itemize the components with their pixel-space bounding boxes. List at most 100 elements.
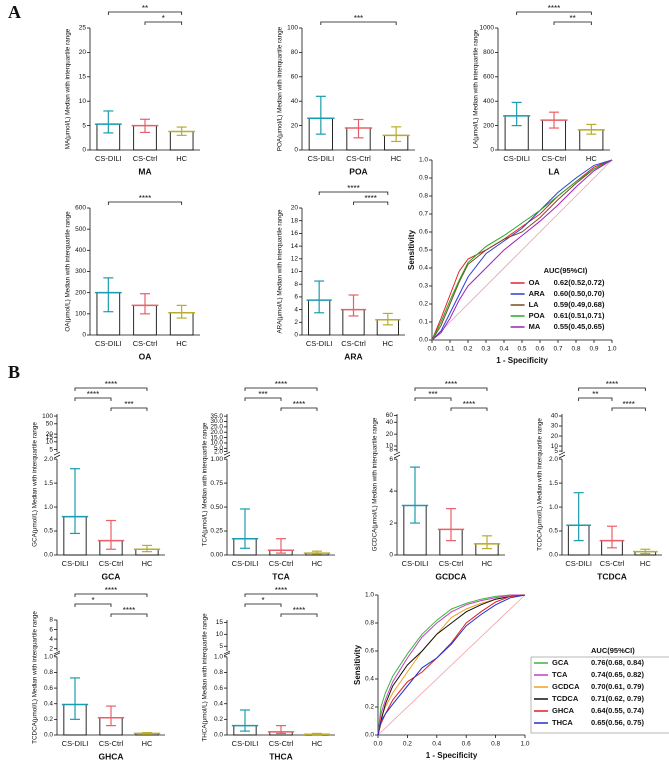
y-tick-label: 600 bbox=[483, 74, 494, 81]
x-tick-label: CS-Ctrl bbox=[439, 559, 464, 568]
significance-label: **** bbox=[275, 586, 287, 595]
significance-bracket bbox=[74, 397, 112, 401]
reference-line bbox=[377, 594, 526, 736]
y-tick-label: 0.0 bbox=[549, 552, 558, 559]
y-tick-label: 0 bbox=[82, 147, 86, 154]
y-axis-title: TCA(μmol/L) Median with interquartile ra… bbox=[202, 422, 209, 546]
x-axis-title: THCA bbox=[269, 751, 293, 761]
y-tick-label: 0.4 bbox=[419, 265, 428, 272]
legend-label: TCA bbox=[552, 670, 568, 679]
y-axis-title: THCA(μmol/L) Median with interquartile r… bbox=[202, 613, 209, 742]
y-tick-label: 4 bbox=[389, 488, 393, 495]
significance-label: **** bbox=[105, 380, 117, 389]
x-tick-label: 0.4 bbox=[499, 346, 508, 353]
significance-bracket bbox=[107, 201, 183, 205]
significance-label: * bbox=[261, 596, 264, 605]
y-tick-label: 10 bbox=[79, 98, 87, 105]
legend-title: AUC(95%CI) bbox=[591, 646, 635, 655]
x-tick-label: 0.4 bbox=[432, 741, 441, 748]
legend-label: LA bbox=[529, 300, 540, 309]
y-tick-label: 4 bbox=[294, 306, 298, 313]
y-tick-label: 6 bbox=[389, 456, 393, 463]
x-tick-label: CS-DILI bbox=[62, 739, 89, 748]
y-tick-label: 5.0 bbox=[214, 445, 223, 452]
y-tick-label: 0.8 bbox=[365, 620, 374, 627]
significance-bracket bbox=[110, 613, 148, 617]
significance-label: * bbox=[91, 596, 94, 605]
y-tick-label: 1.00 bbox=[210, 456, 223, 463]
significance-bracket bbox=[74, 603, 112, 607]
y-tick-label: 100 bbox=[75, 311, 86, 318]
legend-label: THCA bbox=[552, 718, 573, 727]
significance-label: ** bbox=[570, 14, 576, 23]
x-tick-label: 0.5 bbox=[517, 346, 526, 353]
y-tick-label: 20 bbox=[386, 431, 394, 438]
y-tick-label: 0 bbox=[82, 332, 86, 339]
y-tick-label: 0.2 bbox=[419, 301, 428, 308]
y-tick-label: 0.6 bbox=[419, 229, 428, 236]
x-tick-label: CS-Ctrl bbox=[542, 154, 567, 163]
x-axis-title: MA bbox=[138, 166, 151, 176]
x-tick-label: CS-Ctrl bbox=[133, 339, 158, 348]
x-tick-label: CS-Ctrl bbox=[600, 559, 625, 568]
significance-label: * bbox=[162, 14, 165, 23]
y-tick-label: 2.0 bbox=[214, 448, 223, 455]
y-tick-label: 100 bbox=[287, 25, 298, 32]
y-tick-label: 80 bbox=[291, 49, 299, 56]
legend-auc: 0.59(0.49,0.68) bbox=[554, 300, 605, 309]
y-tick-label: 0.4 bbox=[44, 700, 53, 707]
x-tick-label: HC bbox=[312, 559, 323, 568]
y-tick-label: 300 bbox=[75, 268, 86, 275]
x-axis-title: GCDCA bbox=[435, 571, 466, 581]
panel-label: A bbox=[8, 2, 21, 22]
y-tick-label: 25.0 bbox=[210, 424, 223, 431]
y-tick-label: 100 bbox=[42, 413, 53, 420]
y-tick-label: 50 bbox=[46, 421, 54, 428]
y-tick-label: 0.2 bbox=[44, 716, 53, 723]
x-tick-label: HC bbox=[640, 559, 651, 568]
x-tick-label: 0.1 bbox=[445, 346, 454, 353]
y-tick-label: 30.0 bbox=[210, 418, 223, 425]
axis-break bbox=[53, 451, 61, 459]
significance-bracket bbox=[553, 21, 592, 25]
significance-label: ** bbox=[142, 4, 148, 13]
y-tick-label: 0.2 bbox=[214, 716, 223, 723]
x-tick-label: CS-DILI bbox=[232, 559, 259, 568]
y-tick-label: 20 bbox=[291, 205, 299, 212]
x-tick-label: 1.0 bbox=[520, 741, 529, 748]
legend-label: TCDCA bbox=[552, 694, 579, 703]
y-tick-label: 10.0 bbox=[210, 440, 223, 447]
x-tick-label: HC bbox=[142, 559, 153, 568]
x-tick-label: 1.0 bbox=[607, 346, 616, 353]
y-tick-label: 4 bbox=[49, 636, 53, 643]
y-tick-label: 20 bbox=[46, 431, 54, 438]
y-tick-label: 0.00 bbox=[210, 552, 223, 559]
y-tick-label: 16 bbox=[291, 230, 299, 237]
x-axis-title: 1 - Specificity bbox=[426, 751, 478, 760]
y-tick-label: 0.7 bbox=[419, 211, 428, 218]
roc-curve bbox=[377, 594, 525, 736]
y-axis-title: ARA(μmol/L) Median with interquartile ra… bbox=[277, 209, 284, 334]
y-tick-label: 15 bbox=[46, 434, 54, 441]
y-tick-label: 25 bbox=[79, 25, 87, 32]
significance-label: **** bbox=[463, 400, 475, 409]
x-tick-label: CS-DILI bbox=[503, 154, 530, 163]
x-tick-label: HC bbox=[586, 154, 597, 163]
x-tick-label: 0.9 bbox=[589, 346, 598, 353]
y-tick-label: 400 bbox=[75, 247, 86, 254]
x-tick-label: CS-Ctrl bbox=[99, 739, 124, 748]
y-tick-label: 0.50 bbox=[210, 504, 223, 511]
y-tick-label: 18 bbox=[291, 217, 299, 224]
legend-label: ARA bbox=[529, 289, 546, 298]
significance-label: *** bbox=[428, 390, 437, 399]
y-axis-title: POA(μmol/L) Median with interquartile ra… bbox=[277, 26, 284, 151]
y-tick-label: 2.0 bbox=[549, 456, 558, 463]
y-tick-label: 0.6 bbox=[365, 648, 374, 655]
y-tick-label: 10 bbox=[46, 439, 54, 446]
significance-label: **** bbox=[606, 380, 618, 389]
legend-auc: 0.74(0.65, 0.82) bbox=[591, 670, 644, 679]
x-tick-label: CS-DILI bbox=[307, 154, 334, 163]
y-tick-label: 0.2 bbox=[365, 704, 374, 711]
significance-label: **** bbox=[548, 4, 560, 13]
